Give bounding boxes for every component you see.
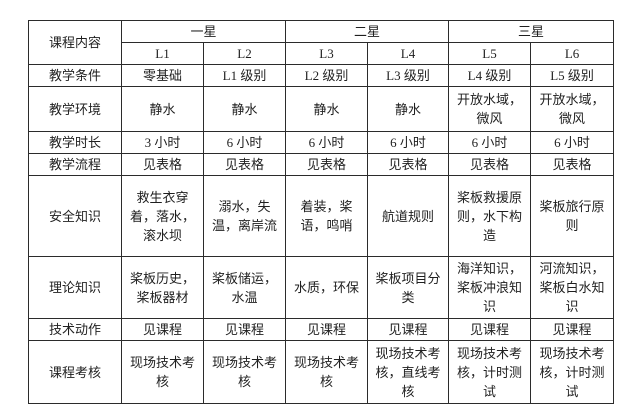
level-header-l2: L2 — [202, 42, 287, 65]
cell: 桨板救援原则，水下构造 — [448, 175, 532, 257]
header-row-levels: L1 L2 L3 L4 L5 L6 — [29, 42, 615, 65]
cell: 见表格 — [121, 153, 204, 176]
cell: 着装，桨语，鸣哨 — [285, 175, 369, 257]
cell: 6 小时 — [285, 131, 369, 154]
cell: 救生衣穿着，落水，滚水坝 — [121, 175, 204, 257]
cell: 开放水域，微风 — [530, 86, 615, 132]
header-row-stars: 课程内容 一星 二星 三星 — [28, 20, 615, 65]
cell: L2 级别 — [285, 64, 369, 87]
course-content-table: 课程内容 一星 二星 三星 L1 L2 L3 L4 L5 L6 教学条件 零基础… — [28, 20, 615, 404]
cell: 6 小时 — [448, 131, 532, 154]
cell: L4 级别 — [448, 64, 532, 87]
level-header-l6: L6 — [530, 42, 615, 65]
cell: 水质，环保 — [285, 256, 369, 319]
row-label: 教学环境 — [28, 86, 122, 132]
cell: 见表格 — [367, 153, 450, 176]
cell: 6 小时 — [530, 131, 615, 154]
cell: 6 小时 — [367, 131, 450, 154]
cell: 见课程 — [530, 318, 615, 341]
table-row-theory-knowledge: 理论知识 桨板历史，桨板器材 桨板储运，水温 水质，环保 桨板项目分类 海洋知识… — [28, 256, 615, 319]
cell: 见表格 — [530, 153, 615, 176]
cell: 静水 — [202, 86, 287, 132]
cell: L1 级别 — [202, 64, 287, 87]
cell: 零基础 — [121, 64, 204, 87]
table-row-teaching-conditions: 教学条件 零基础 L1 级别 L2 级别 L3 级别 L4 级别 L5 级别 — [28, 64, 615, 87]
row-label: 教学时长 — [28, 131, 122, 154]
table-row-course-assessment: 课程考核 现场技术考核 现场技术考核 现场技术考核 现场技术考核，直线考核 现场… — [28, 340, 615, 404]
table-row-teaching-process: 教学流程 见表格 见表格 见表格 见表格 见表格 见表格 — [28, 153, 615, 176]
table-row-safety-knowledge: 安全知识 救生衣穿着，落水，滚水坝 溺水，失温，离岸流 着装，桨语，鸣哨 航道规… — [28, 175, 615, 257]
cell: 现场技术考核 — [202, 340, 287, 404]
cell: 见表格 — [285, 153, 369, 176]
cell: 静水 — [121, 86, 204, 132]
cell: 见课程 — [121, 318, 204, 341]
star-header-one: 一星 — [120, 20, 287, 43]
table-row-technical-moves: 技术动作 见课程 见课程 见课程 见课程 见课程 见课程 — [28, 318, 615, 341]
cell: 见课程 — [448, 318, 532, 341]
cell: 现场技术考核 — [285, 340, 369, 404]
level-header-l4: L4 — [367, 42, 450, 65]
cell: 桨板储运，水温 — [202, 256, 287, 319]
corner-header-course-content: 课程内容 — [28, 20, 122, 65]
cell: 桨板项目分类 — [367, 256, 450, 319]
cell: 见课程 — [367, 318, 450, 341]
cell: 6 小时 — [202, 131, 287, 154]
cell: 见课程 — [285, 318, 369, 341]
cell: 溺水，失温，离岸流 — [202, 175, 287, 257]
row-label: 课程考核 — [28, 340, 122, 404]
cell: 见课程 — [202, 318, 287, 341]
row-label: 教学条件 — [28, 64, 122, 87]
cell: 现场技术考核，计时测试 — [448, 340, 532, 404]
star-header-three: 三星 — [448, 20, 615, 43]
cell: 航道规则 — [367, 175, 450, 257]
cell: 现场技术考核，直线考核 — [367, 340, 450, 404]
cell: 桨板历史，桨板器材 — [121, 256, 204, 319]
cell: 现场技术考核，计时测试 — [530, 340, 615, 404]
cell: 桨板旅行原则 — [530, 175, 615, 257]
cell: 现场技术考核 — [121, 340, 204, 404]
cell: 海洋知识，桨板冲浪知识 — [448, 256, 532, 319]
cell: L5 级别 — [530, 64, 615, 87]
cell: 静水 — [367, 86, 450, 132]
row-label: 技术动作 — [28, 318, 122, 341]
cell: 见表格 — [448, 153, 532, 176]
star-header-two: 二星 — [285, 20, 450, 43]
level-header-l5: L5 — [448, 42, 532, 65]
row-label: 理论知识 — [28, 256, 122, 319]
cell: 3 小时 — [121, 131, 204, 154]
cell: 开放水域，微风 — [448, 86, 532, 132]
table-row-teaching-environment: 教学环境 静水 静水 静水 静水 开放水域，微风 开放水域，微风 — [28, 86, 615, 132]
row-label: 教学流程 — [28, 153, 122, 176]
level-header-l1: L1 — [121, 42, 204, 65]
level-header-l3: L3 — [285, 42, 369, 65]
cell: L3 级别 — [367, 64, 450, 87]
row-label: 安全知识 — [28, 175, 122, 257]
cell: 河流知识，桨板白水知识 — [530, 256, 615, 319]
cell: 静水 — [285, 86, 369, 132]
table-row-teaching-duration: 教学时长 3 小时 6 小时 6 小时 6 小时 6 小时 6 小时 — [28, 131, 615, 154]
cell: 见表格 — [202, 153, 287, 176]
